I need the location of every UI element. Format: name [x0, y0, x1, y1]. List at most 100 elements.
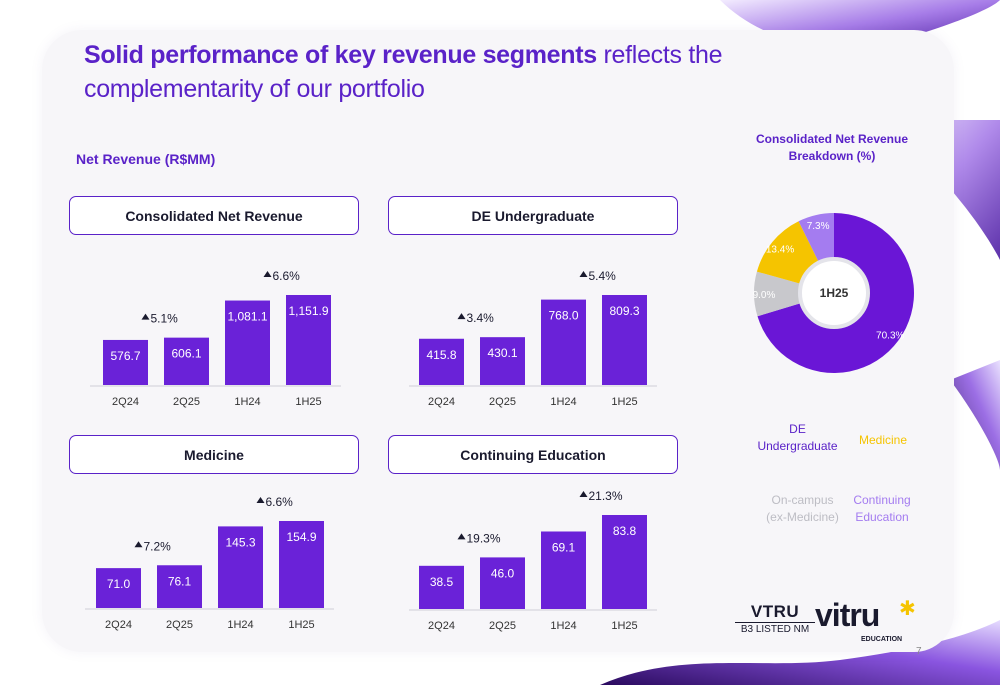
growth-up-arrow-icon [457, 533, 466, 540]
category-tick-label: 2Q25 [489, 396, 516, 408]
category-tick-label: 2Q24 [428, 396, 455, 408]
vitru-logo-word: vitru [815, 597, 880, 633]
bar-2q24 [419, 338, 464, 385]
bar-value-label: 76.1 [168, 574, 192, 588]
bar-value-label: 71.0 [107, 577, 131, 591]
panel-title-medicine: Medicine [69, 435, 359, 474]
growth-up-arrow-icon [457, 313, 466, 320]
category-tick-label: 1H25 [611, 396, 637, 408]
bar-1h25 [602, 295, 647, 385]
legend-on-campus: On-campus (ex-Medicine) [766, 493, 839, 524]
category-tick-label: 2Q25 [489, 620, 516, 632]
category-tick-label: 2Q24 [112, 396, 139, 408]
bar-value-label: 430.1 [487, 346, 517, 360]
bar-value-label: 145.3 [225, 535, 255, 549]
bar-value-label: 83.8 [613, 524, 637, 538]
growth-up-arrow-icon [134, 541, 143, 548]
revenue-breakdown-donut: 1H25 70.3% 9.0% 13.4% 7.3% [753, 213, 914, 373]
vtru-logo-text: VTRU [735, 602, 815, 623]
bar-value-label: 415.8 [426, 348, 456, 362]
legend-medicine: Medicine [858, 433, 908, 447]
category-tick-label: 2Q25 [166, 619, 193, 631]
growth-label: 19.3% [467, 531, 501, 545]
panel-title-de-undergraduate: DE Undergraduate [388, 196, 678, 235]
bar-value-label: 1,081.1 [227, 310, 267, 324]
bar-1h24 [541, 531, 586, 609]
de-undergraduate-chart: 415.8 2Q24 430.1 2Q25 768.0 1H24 809.3 1H25 3.4%… [409, 269, 657, 408]
growth-up-arrow-icon [579, 271, 588, 277]
growth-up-arrow-icon [579, 491, 588, 497]
donut-slice [756, 221, 820, 285]
consolidated-net-revenue-chart: 576.7 2Q24 606.1 2Q25 1,081.1 1H24 1,151.9 1H25… [90, 269, 341, 408]
bar-1h24 [541, 299, 586, 385]
category-tick-label: 1H24 [550, 396, 576, 408]
donut-slice-label: 9.0% [753, 290, 776, 301]
bar-value-label: 606.1 [171, 347, 201, 361]
bar-value-label: 154.9 [286, 530, 316, 544]
page-number: 7 [916, 646, 922, 657]
bar-value-label: 38.5 [430, 575, 454, 589]
growth-label: 5.4% [589, 269, 617, 283]
bar-value-label: 46.0 [491, 566, 515, 580]
bar-value-label: 576.7 [110, 349, 140, 363]
title-bold: Solid performance of key revenue segment… [84, 41, 597, 69]
donut-slice [757, 213, 914, 373]
growth-up-arrow-icon [263, 271, 272, 277]
growth-label: 6.6% [266, 495, 294, 509]
category-tick-label: 2Q25 [173, 396, 200, 408]
panel-title-consolidated: Consolidated Net Revenue [69, 196, 359, 235]
growth-label: 5.1% [151, 312, 179, 326]
bar-2q25 [157, 565, 202, 608]
growth-label: 21.3% [589, 489, 623, 503]
bar-2q24 [419, 565, 464, 609]
bar-2q24 [96, 568, 141, 608]
donut-slice-label: 7.3% [807, 221, 830, 232]
donut-slice-label: 70.3% [876, 331, 904, 342]
donut-slice [798, 213, 834, 265]
continuing-education-chart: 38.5 2Q24 46.0 2Q25 69.1 1H24 83.8 1H25 19.3% 21.… [409, 489, 657, 632]
bar-2q25 [480, 337, 525, 385]
net-revenue-subtitle: Net Revenue (R$MM) [76, 151, 216, 167]
growth-label: 7.2% [144, 539, 172, 553]
bar-value-label: 768.0 [548, 309, 578, 323]
bar-1h24 [225, 300, 270, 385]
bar-1h25 [279, 521, 324, 608]
b3-listed-text: B3 LISTED NM [740, 624, 810, 635]
category-tick-label: 1H24 [234, 396, 260, 408]
legend-de-undergraduate: DE Undergraduate [757, 422, 838, 453]
growth-up-arrow-icon [141, 313, 150, 320]
growth-up-arrow-icon [256, 497, 265, 503]
donut-center-label: 1H25 [820, 286, 849, 300]
panel-title-continuing-education: Continuing Education [388, 435, 678, 474]
bar-2q25 [480, 557, 525, 609]
category-tick-label: 1H25 [288, 619, 314, 631]
bar-1h25 [602, 515, 647, 609]
donut-slice-label: 13.4% [766, 244, 794, 255]
bar-2q24 [103, 339, 148, 385]
donut-slice [754, 271, 804, 317]
category-tick-label: 1H24 [550, 620, 576, 632]
category-tick-label: 2Q24 [105, 619, 132, 631]
vtru-b3-logo: VTRU B3 LISTED NM [735, 602, 815, 637]
donut-center [798, 257, 870, 329]
category-tick-label: 2Q24 [428, 620, 455, 632]
title-regular: reflects the complementarity of our port… [84, 41, 723, 103]
category-tick-label: 1H25 [611, 620, 637, 632]
donut-title: Consolidated Net Revenue Breakdown (%) [755, 132, 909, 163]
bar-value-label: 69.1 [552, 540, 576, 554]
vitru-logo-education: EDUCATION [861, 636, 903, 643]
growth-label: 6.6% [273, 269, 301, 283]
asterisk-icon: ✱ [899, 598, 916, 620]
bar-2q25 [164, 337, 209, 385]
category-tick-label: 1H25 [295, 396, 321, 408]
bar-1h25 [286, 295, 331, 385]
legend-continuing-education: Continuing Education [853, 493, 911, 524]
bar-1h24 [218, 526, 263, 608]
vitru-education-logo: vitru ✱ EDUCATION [815, 597, 916, 643]
bar-value-label: 809.3 [609, 304, 639, 318]
page-title: Solid performance of key revenue segment… [84, 38, 884, 106]
medicine-chart: 71.0 2Q24 76.1 2Q25 145.3 1H24 154.9 1H25 7.2% 6.… [85, 495, 334, 631]
growth-label: 3.4% [467, 311, 495, 325]
bar-value-label: 1,151.9 [288, 304, 328, 318]
category-tick-label: 1H24 [227, 619, 253, 631]
